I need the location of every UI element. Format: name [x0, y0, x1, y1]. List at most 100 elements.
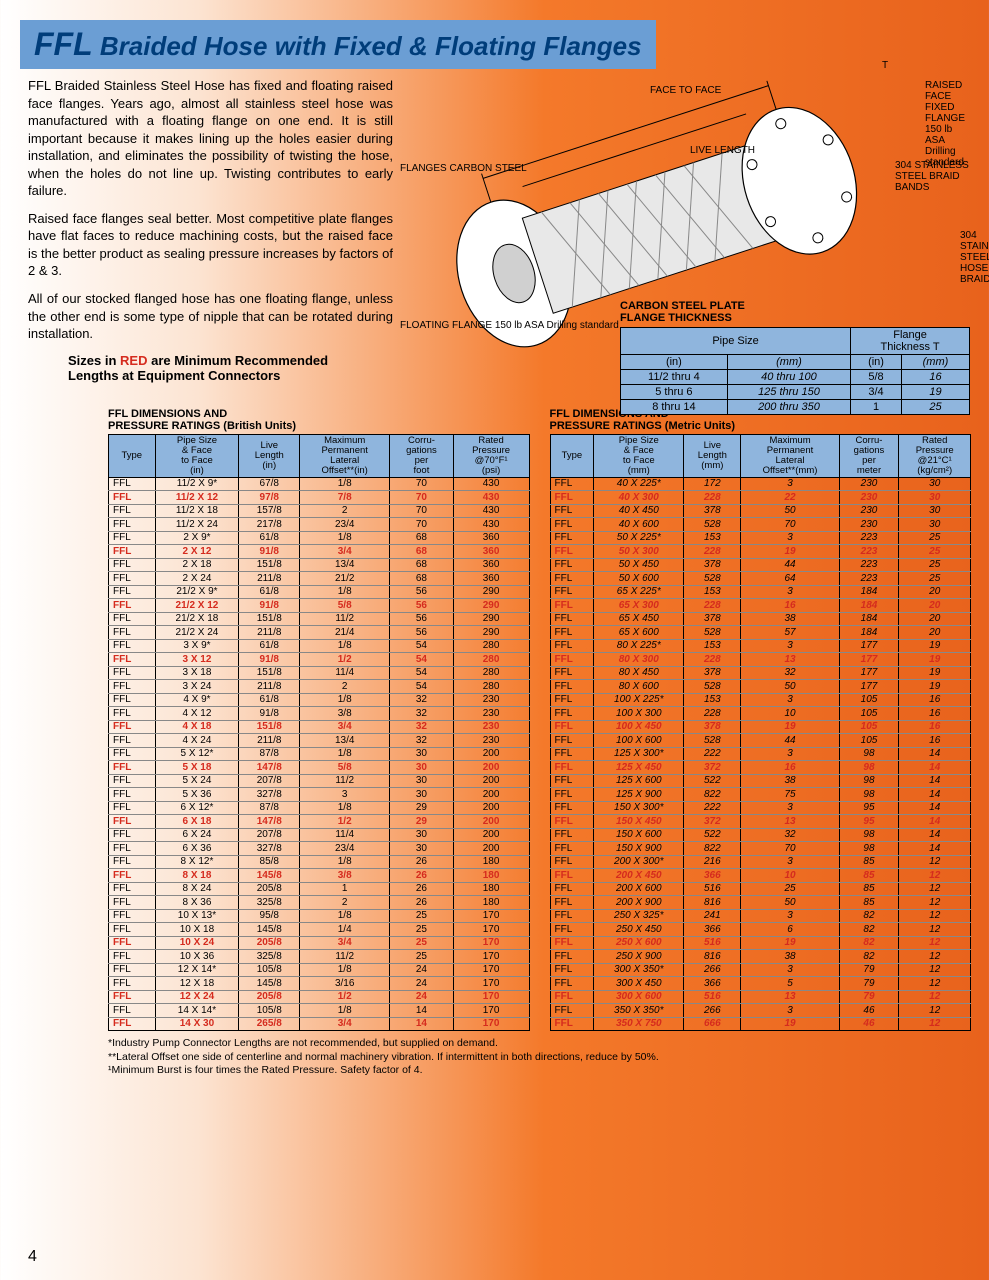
- table-row: FFL125 X 900822759814: [550, 788, 971, 802]
- thickness-box: CARBON STEEL PLATE FLANGE THICKNESS Pipe…: [620, 300, 970, 415]
- label-flanges: FLANGES CARBON STEEL: [400, 163, 527, 174]
- table-row: FFL200 X 450366108512: [550, 869, 971, 883]
- para-2: Raised face flanges seal better. Most co…: [28, 210, 393, 280]
- table-row: FFL250 X 900816388212: [550, 950, 971, 964]
- table-row: FFL200 X 900816508512: [550, 896, 971, 910]
- table-row: FFL40 X 4503785023030: [550, 504, 971, 518]
- table-row: FFL65 X 225*153318420: [550, 585, 971, 599]
- label-t: T: [882, 60, 888, 71]
- table-row: FFL40 X 225*172323030: [550, 477, 971, 491]
- table-row: FFL50 X 6005286422325: [550, 572, 971, 586]
- table-row: FFL40 X 6005287023030: [550, 518, 971, 532]
- table-row: FFL350 X 750666194612: [550, 1017, 971, 1031]
- label-raised: RAISED FACE FIXED FLANGE 150 lb ASA Dril…: [925, 80, 970, 168]
- table-row: FFL100 X 3002281010516: [550, 707, 971, 721]
- table-row: FFL300 X 45036657912: [550, 977, 971, 991]
- table-row: FFL21/2 X 1291/85/856290: [109, 599, 530, 613]
- table-row: FFL5 X 36327/8330200: [109, 788, 530, 802]
- table-row: FFL100 X 4503781910516: [550, 720, 971, 734]
- table-row: FFL6 X 24207/811/430200: [109, 828, 530, 842]
- table-row: FFL2 X 1291/83/468360: [109, 545, 530, 559]
- table-row: FFL65 X 4503783818420: [550, 612, 971, 626]
- red-note-pre: Sizes in: [68, 353, 120, 368]
- tables-row: FFL DIMENSIONS AND PRESSURE RATINGS (Bri…: [108, 408, 971, 1032]
- table-row: FFL4 X 18151/83/432230: [109, 720, 530, 734]
- col-header: Live Length (mm): [684, 435, 741, 478]
- table-row: FFL300 X 350*26637912: [550, 963, 971, 977]
- col-header: Maximum Permanent Lateral Offset**(mm): [741, 435, 839, 478]
- table-row: FFL125 X 450372169814: [550, 761, 971, 775]
- table-row: FFL10 X 24205/83/425170: [109, 936, 530, 950]
- table-row: FFL150 X 450372139514: [550, 815, 971, 829]
- british-title: FFL DIMENSIONS AND PRESSURE RATINGS (Bri…: [108, 408, 530, 432]
- table-row: FFL100 X 6005284410516: [550, 734, 971, 748]
- table-row: FFL200 X 300*21638512: [550, 855, 971, 869]
- table-row: FFL2 X 9*61/81/868360: [109, 531, 530, 545]
- table-row: FFL8 X 18145/83/826180: [109, 869, 530, 883]
- table-row: FFL2 X 24211/821/268360: [109, 572, 530, 586]
- thickness-row: 11/2 thru 440 thru 1005/816: [621, 370, 970, 385]
- red-note-red: RED: [120, 353, 147, 368]
- table-row: FFL250 X 45036668212: [550, 923, 971, 937]
- col-header: Pipe Size & Face to Face (mm): [594, 435, 684, 478]
- british-table: TypePipe Size & Face to Face (in)Live Le…: [108, 434, 530, 1031]
- table-row: FFL3 X 1291/81/254280: [109, 653, 530, 667]
- table-row: FFL21/2 X 18151/811/256290: [109, 612, 530, 626]
- table-row: FFL8 X 24205/8126180: [109, 882, 530, 896]
- label-floating: FLOATING FLANGE 150 lb ASA Drilling stan…: [400, 320, 619, 331]
- table-row: FFL8 X 36325/8226180: [109, 896, 530, 910]
- table-row: FFL80 X 225*153317719: [550, 639, 971, 653]
- table-row: FFL350 X 350*26634612: [550, 1004, 971, 1018]
- table-row: FFL12 X 24205/81/224170: [109, 990, 530, 1004]
- table-row: FFL21/2 X 24211/821/456290: [109, 626, 530, 640]
- label-live-length: LIVE LENGTH: [690, 145, 755, 156]
- table-row: FFL10 X 13*95/81/825170: [109, 909, 530, 923]
- table-row: FFL2 X 18151/813/468360: [109, 558, 530, 572]
- para-1: FFL Braided Stainless Steel Hose has fix…: [28, 77, 393, 200]
- table-row: FFL14 X 30265/83/414170: [109, 1017, 530, 1031]
- table-row: FFL11/2 X 18157/8270430: [109, 504, 530, 518]
- col-header: Type: [550, 435, 594, 478]
- table-row: FFL12 X 14*105/81/824170: [109, 963, 530, 977]
- table-row: FFL6 X 12*87/81/829200: [109, 801, 530, 815]
- table-row: FFL250 X 600516198212: [550, 936, 971, 950]
- table-row: FFL10 X 36325/811/225170: [109, 950, 530, 964]
- table-row: FFL200 X 600516258512: [550, 882, 971, 896]
- table-row: FFL5 X 12*87/81/830200: [109, 747, 530, 761]
- table-row: FFL80 X 6005285017719: [550, 680, 971, 694]
- col-header: Corru- gations per foot: [390, 435, 453, 478]
- table-row: FFL3 X 24211/8254280: [109, 680, 530, 694]
- footnote-1: *Industry Pump Connector Lengths are not…: [108, 1037, 971, 1050]
- table-row: FFL4 X 9*61/81/832230: [109, 693, 530, 707]
- thickness-u4: (mm): [901, 355, 969, 370]
- footnote-2: **Lateral Offset one side of centerline …: [108, 1051, 971, 1064]
- table-row: FFL100 X 225*153310516: [550, 693, 971, 707]
- table-row: FFL6 X 36327/823/430200: [109, 842, 530, 856]
- footnotes: *Industry Pump Connector Lengths are not…: [108, 1037, 971, 1076]
- table-row: FFL21/2 X 9*61/81/856290: [109, 585, 530, 599]
- table-row: FFL50 X 225*153322325: [550, 531, 971, 545]
- table-row: FFL50 X 3002281922325: [550, 545, 971, 559]
- label-hose-braid: 304 STAINLESS STEEL HOSE AND BRAID: [960, 230, 989, 285]
- footnote-3: ¹Minimum Burst is four times the Rated P…: [108, 1064, 971, 1077]
- table-row: FFL5 X 18147/85/830200: [109, 761, 530, 775]
- page-number: 4: [28, 1248, 37, 1266]
- thickness-h2: Flange Thickness T: [851, 328, 970, 355]
- intro-text: FFL Braided Stainless Steel Hose has fix…: [28, 77, 393, 343]
- table-row: FFL65 X 3002281618420: [550, 599, 971, 613]
- col-header: Pipe Size & Face to Face (in): [155, 435, 239, 478]
- col-header: Rated Pressure @70°F¹ (psi): [453, 435, 529, 478]
- table-row: FFL80 X 3002281317719: [550, 653, 971, 667]
- table-row: FFL6 X 18147/81/229200: [109, 815, 530, 829]
- table-row: FFL50 X 4503784422325: [550, 558, 971, 572]
- col-header: Corru- gations per meter: [839, 435, 899, 478]
- metric-table: TypePipe Size & Face to Face (mm)Live Le…: [550, 434, 972, 1031]
- table-row: FFL14 X 14*105/81/814170: [109, 1004, 530, 1018]
- table-row: FFL125 X 600522389814: [550, 774, 971, 788]
- table-row: FFL11/2 X 1297/87/870430: [109, 491, 530, 505]
- table-row: FFL40 X 3002282223030: [550, 491, 971, 505]
- thickness-u2: (mm): [727, 355, 850, 370]
- table-row: FFL3 X 9*61/81/854280: [109, 639, 530, 653]
- col-header: Live Length (in): [239, 435, 300, 478]
- table-row: FFL80 X 4503783217719: [550, 666, 971, 680]
